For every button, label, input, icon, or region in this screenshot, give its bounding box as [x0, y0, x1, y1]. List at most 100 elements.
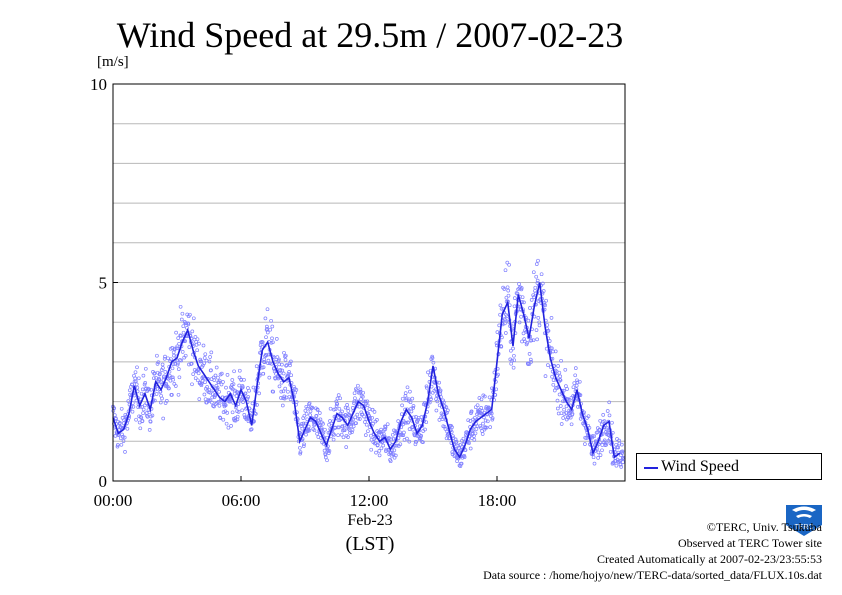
raw-data-point [348, 431, 352, 435]
raw-data-point [473, 431, 478, 436]
raw-data-point [162, 356, 167, 361]
raw-data-point [149, 387, 154, 392]
raw-data-point [534, 328, 539, 332]
raw-data-point [536, 258, 540, 263]
raw-data-point [231, 382, 236, 386]
raw-data-point [480, 409, 485, 413]
raw-data-point [135, 385, 140, 390]
raw-data-point [350, 406, 355, 410]
raw-data-point [597, 427, 602, 432]
raw-data-point [215, 386, 220, 390]
raw-data-point [318, 417, 323, 422]
chart-title: Wind Speed at 29.5m / 2007-02-23 [116, 15, 624, 55]
x-axis-ticks: 00:00 06:00 12:00 18:00 [94, 476, 516, 510]
raw-data-point [265, 330, 270, 335]
raw-data-point [334, 404, 339, 408]
raw-data-point [503, 318, 508, 323]
raw-data-point [573, 366, 578, 370]
raw-data-point [322, 448, 327, 453]
raw-data-point [402, 430, 406, 435]
raw-data-point [190, 382, 194, 387]
raw-data-point [237, 383, 242, 388]
raw-data-point [195, 337, 200, 342]
raw-data-point [509, 361, 514, 366]
raw-data-point [240, 386, 244, 390]
raw-data-point [298, 445, 302, 450]
raw-data-point [336, 393, 341, 397]
raw-data-point [549, 316, 554, 320]
raw-data-point [277, 357, 281, 362]
raw-data-point [505, 285, 510, 290]
raw-data-point [537, 323, 542, 328]
raw-data-point [583, 442, 587, 446]
raw-data-point [485, 419, 490, 424]
raw-data-point [219, 371, 224, 376]
raw-data-point [309, 406, 314, 411]
raw-data-point [333, 407, 338, 412]
raw-data-point [286, 389, 290, 394]
raw-data-point [341, 435, 346, 440]
raw-data-point [594, 430, 599, 435]
raw-data-point [181, 330, 186, 335]
raw-data-point [203, 352, 208, 357]
raw-data-point [445, 410, 449, 415]
raw-data-point [546, 363, 550, 367]
raw-data-point [174, 330, 178, 335]
raw-data-point [221, 417, 226, 422]
raw-data-point [392, 448, 397, 453]
raw-data-point [505, 260, 510, 265]
raw-data-point [187, 345, 192, 349]
raw-data-point [227, 397, 232, 402]
raw-data-point [331, 431, 336, 436]
raw-data-point [373, 440, 378, 445]
raw-data-point [365, 399, 370, 404]
raw-data-point [363, 433, 368, 437]
raw-data-point [576, 405, 580, 409]
footer-observed: Observed at TERC Tower site [677, 536, 822, 550]
raw-data-point [180, 311, 185, 316]
raw-data-point [321, 421, 325, 426]
raw-data-point [195, 378, 200, 383]
raw-data-point [533, 285, 538, 290]
raw-data-point [543, 374, 548, 378]
raw-data-point [135, 365, 139, 370]
raw-data-point [553, 349, 558, 354]
raw-data-point [406, 420, 410, 425]
raw-data-point [155, 353, 159, 358]
grid-lines [113, 123, 625, 442]
legend-label: Wind Speed [661, 458, 740, 475]
raw-data-point [319, 426, 324, 430]
raw-data-point [217, 378, 222, 383]
raw-data-point [186, 322, 191, 327]
raw-data-point [558, 378, 563, 383]
raw-data-point [434, 408, 439, 413]
raw-data-point [467, 441, 471, 446]
raw-data-point [408, 400, 413, 405]
raw-data-point [462, 455, 467, 459]
raw-data-point [411, 404, 416, 408]
raw-data-point [479, 406, 484, 410]
raw-data-point [590, 434, 595, 438]
raw-data-point [136, 376, 141, 381]
raw-data-point [212, 404, 216, 409]
raw-data-point [471, 422, 476, 427]
raw-data-point [483, 418, 488, 423]
raw-data-point [287, 370, 291, 374]
raw-data-point [469, 409, 474, 414]
raw-data-point [257, 391, 261, 396]
raw-data-point [171, 362, 176, 366]
raw-data-point [527, 362, 532, 366]
raw-data-point [210, 395, 215, 400]
raw-data-point [600, 448, 604, 453]
raw-data-point [529, 360, 533, 364]
raw-data-point [562, 412, 567, 416]
raw-data-point [148, 419, 153, 424]
raw-data-point [438, 388, 443, 393]
raw-data-point [152, 371, 157, 376]
raw-data-point [123, 413, 128, 417]
raw-data-point [607, 400, 612, 405]
raw-data-point [364, 422, 369, 427]
raw-data-point [503, 268, 508, 273]
x-tick-label: 00:00 [94, 491, 133, 510]
raw-data-point [536, 316, 541, 320]
